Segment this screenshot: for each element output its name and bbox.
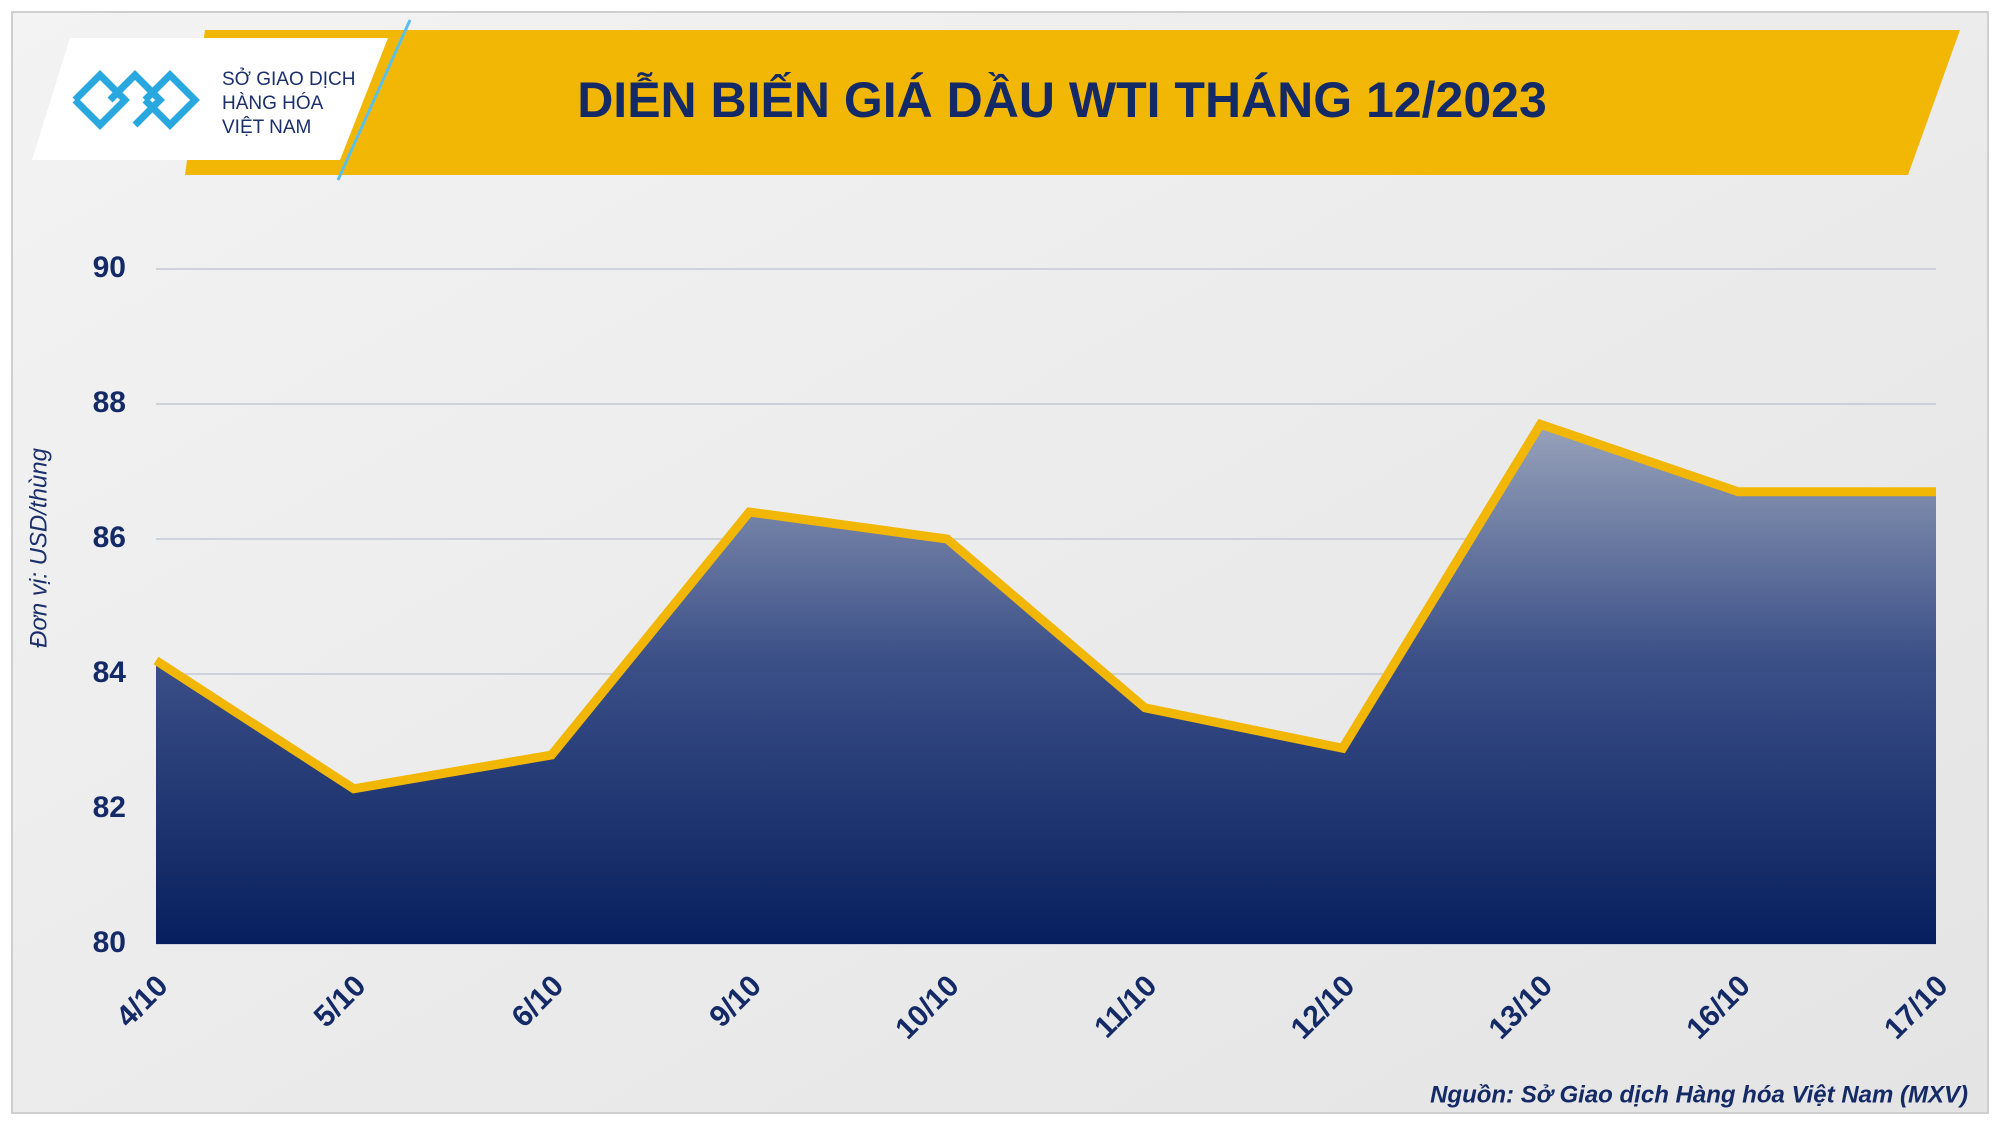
- logo-text: SỞ GIAO DỊCH: [222, 68, 355, 90]
- logo-mark: [72, 70, 200, 130]
- source: Nguồn: Sở Giao dịch Hàng hóa Việt Nam (M…: [1430, 1081, 1968, 1108]
- y-tick-label: 88: [93, 386, 126, 419]
- y-tick-label: 86: [93, 521, 126, 554]
- area: [156, 424, 1936, 944]
- y-axis-label: Đơn vị: USD/thùng: [25, 447, 52, 648]
- logo-box: [32, 38, 388, 160]
- y-tick-label: 82: [93, 791, 126, 824]
- title-banner: [185, 30, 1960, 175]
- logo-stroke: [336, 19, 412, 181]
- logo-text: HÀNG HÓA: [222, 92, 324, 114]
- chart-title: DIỄN BIẾN GIÁ DẦU WTI THÁNG 12/2023: [577, 72, 1547, 128]
- y-tick-label: 80: [93, 926, 126, 959]
- logo-text: VIỆT NAM: [222, 116, 311, 138]
- y-tick-label: 90: [93, 251, 126, 284]
- y-tick-label: 84: [93, 656, 127, 689]
- line: [153, 418, 1936, 794]
